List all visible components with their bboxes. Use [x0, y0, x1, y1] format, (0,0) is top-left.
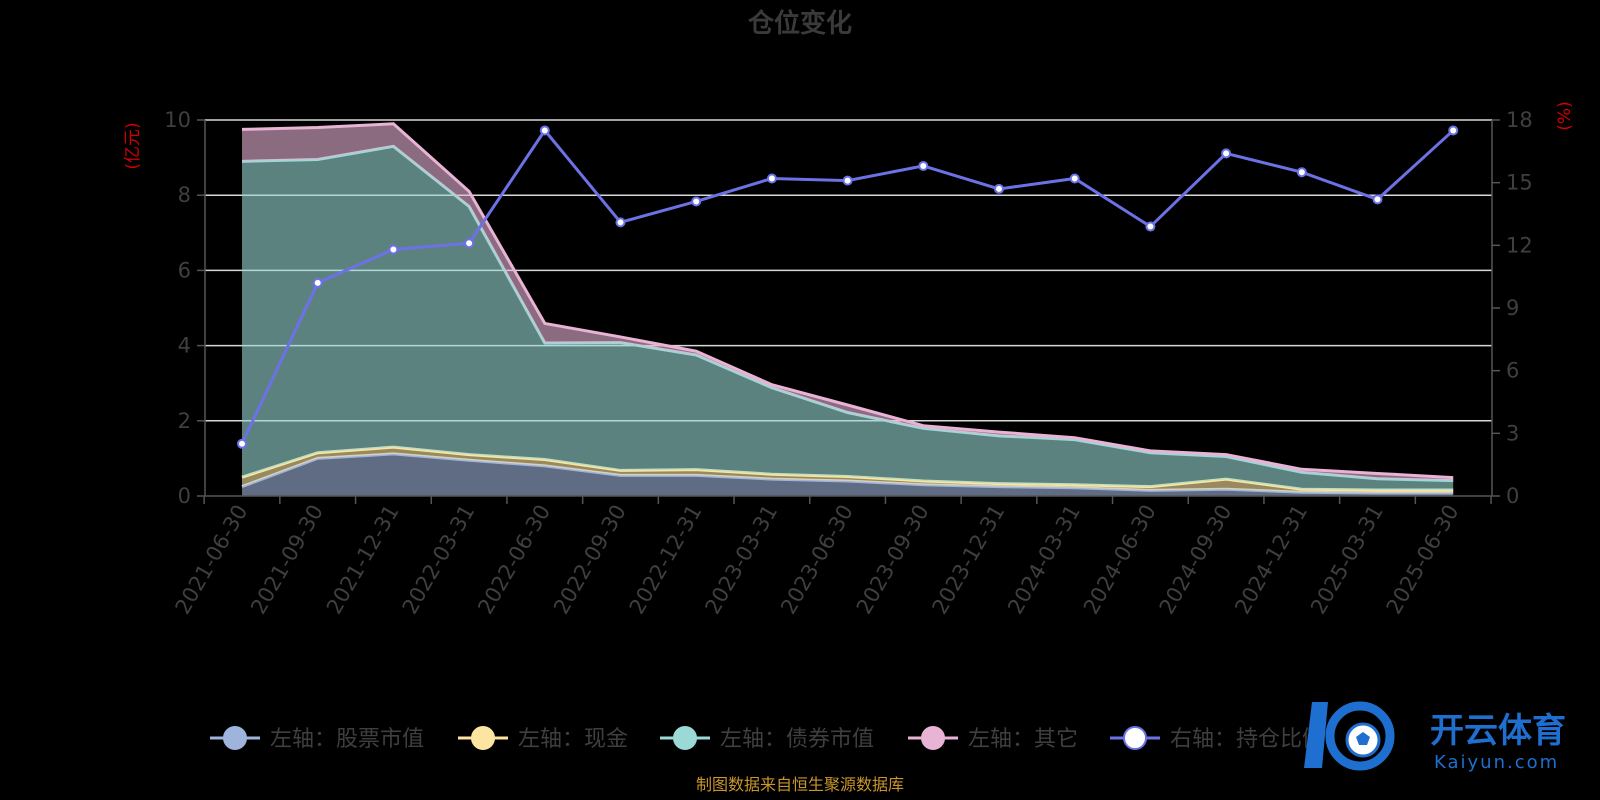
left-tick-label: 6 — [178, 258, 191, 282]
x-tick-label: 2025-06-30 — [1382, 501, 1464, 619]
watermark-text: 开云体育 — [1430, 711, 1566, 751]
right-axis-unit: (%) — [1555, 101, 1575, 130]
watermark-logo-ring-icon — [1325, 701, 1395, 771]
left-tick-label: 0 — [178, 484, 191, 508]
ratio-point — [1221, 148, 1232, 159]
ratio-point — [1448, 125, 1459, 136]
ratio-line — [237, 125, 1459, 449]
x-tick-label: 2024-03-31 — [1003, 501, 1085, 619]
legend-label: 左轴：其它 — [968, 727, 1078, 752]
area-line-series-4 — [241, 122, 1454, 480]
ratio-point — [1145, 221, 1156, 232]
legend-label: 右轴：持仓比例 — [1170, 727, 1324, 752]
x-tick-label: 2024-12-31 — [1230, 501, 1312, 619]
x-tick-label: 2023-03-31 — [700, 501, 782, 619]
area-series-3 — [242, 146, 1454, 490]
x-tick-label: 2022-12-31 — [625, 501, 707, 619]
area-series-4 — [242, 123, 1454, 481]
watermark: 开云体育 Kaiyun.com — [1304, 701, 1566, 773]
legend-marker-icon — [673, 726, 697, 750]
ratio-point — [994, 183, 1004, 194]
stacked-areas — [241, 122, 1454, 496]
x-tick-label: 2022-03-31 — [398, 500, 480, 618]
x-tick-label: 2024-06-30 — [1079, 501, 1161, 619]
legend: 左轴：股票市值 左轴：现金 左轴：债券市值 左轴：其它 右轴：持仓比例 — [210, 726, 1324, 752]
ratio-point — [615, 217, 626, 228]
right-tick-label: 15 — [1506, 171, 1533, 195]
ratio-point — [691, 196, 702, 207]
x-tick-label: 2022-09-30 — [549, 501, 631, 619]
ratio-point — [766, 173, 777, 184]
x-tick-label: 2023-12-31 — [928, 501, 1010, 619]
left-tick-label: 10 — [164, 108, 191, 132]
area-series-2 — [242, 447, 1454, 493]
x-tick-label: 2022-06-30 — [473, 501, 555, 619]
right-tick-label: 3 — [1506, 421, 1519, 445]
legend-label: 左轴：股票市值 — [270, 727, 424, 752]
legend-marker-icon — [223, 726, 247, 750]
left-tick-label: 2 — [178, 409, 191, 433]
ratio-point — [918, 160, 929, 171]
legend-marker-icon — [471, 726, 495, 750]
legend-marker-icon — [1123, 726, 1147, 750]
legend-item-1: 左轴：股票市值 — [210, 726, 424, 752]
ratio-point — [312, 277, 323, 288]
left-tick-label: 4 — [178, 334, 191, 358]
legend-label: 左轴：债券市值 — [720, 727, 874, 752]
right-tick-label: 9 — [1506, 296, 1519, 320]
ratio-point — [842, 175, 853, 186]
x-tick-label: 2021-12-31 — [322, 501, 404, 619]
right-tick-label: 0 — [1506, 484, 1519, 508]
x-tick-label: 2024-09-30 — [1155, 501, 1237, 619]
x-tick-label: 2025-03-31 — [1306, 501, 1388, 619]
left-tick-label: 8 — [178, 183, 191, 207]
legend-item-2: 左轴：现金 — [458, 726, 628, 752]
ratio-point — [464, 238, 475, 249]
right-tick-label: 18 — [1506, 108, 1533, 132]
chart-title: 仓位变化 — [747, 8, 852, 39]
legend-item-4: 左轴：其它 — [908, 726, 1078, 752]
x-tick-label: 2021-09-30 — [246, 501, 328, 619]
ratio-point — [388, 244, 399, 255]
ratio-point — [1069, 173, 1080, 184]
right-tick-label: 12 — [1506, 233, 1533, 257]
legend-item-3: 左轴：债券市值 — [660, 726, 874, 752]
area-series-1 — [242, 453, 1454, 496]
x-tick-label: 2023-06-30 — [776, 501, 858, 619]
x-tick-label: 2021-06-30 — [171, 501, 253, 619]
ratio-point — [1372, 194, 1383, 205]
data-source-note: 制图数据来自恒生聚源数据库 — [696, 775, 904, 794]
left-axis-unit: (亿元) — [123, 122, 143, 169]
x-tick-label: 2023-09-30 — [852, 501, 934, 619]
legend-item-5: 右轴：持仓比例 — [1110, 726, 1324, 752]
ratio-point — [1296, 167, 1307, 178]
watermark-logo-k-icon — [1304, 702, 1328, 768]
ratio-point — [237, 438, 247, 449]
ratio-point — [539, 125, 550, 136]
legend-label: 左轴：现金 — [518, 727, 628, 752]
watermark-subtext: Kaiyun.com — [1434, 752, 1559, 773]
right-tick-label: 6 — [1506, 359, 1519, 383]
legend-marker-icon — [921, 726, 945, 750]
